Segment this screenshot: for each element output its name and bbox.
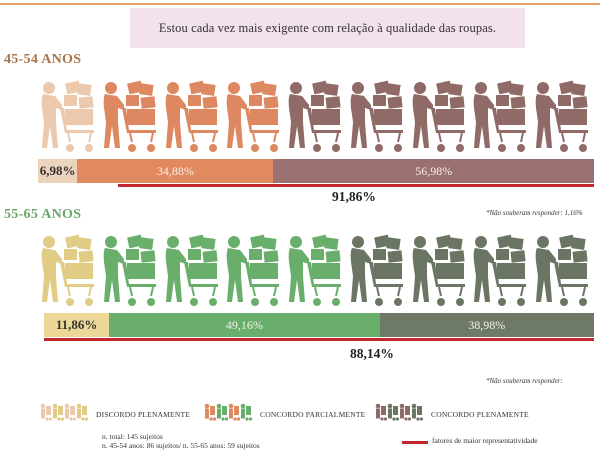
legend-shopper-icon	[204, 403, 217, 421]
shopper-cart-icon	[412, 234, 465, 306]
bar-segment-label: 11,86%	[55, 317, 98, 332]
shopper-cart-icon	[103, 80, 156, 152]
shopper-cart-icon	[103, 234, 156, 306]
legend-shopper-icon	[228, 403, 241, 421]
legend-label-discordo: DISCORDO PLENAMENTE	[96, 409, 191, 419]
legend-shopper-icon	[399, 403, 412, 421]
legend-shopper-icon	[411, 403, 424, 421]
group-title-55-65: 55-65 ANOS	[4, 207, 82, 222]
legend-label-concordo-plenamente: CONCORDO PLENAMENTE	[431, 409, 529, 419]
shopper-cart-icon	[535, 80, 588, 152]
note-45-54: *Não souberam responder: 1,16%	[486, 209, 583, 217]
legend-icon-discordo	[40, 403, 89, 421]
footnote-total: n. total: 145 sujeitos	[102, 432, 163, 441]
shopper-cart-icon	[41, 80, 94, 152]
shopper-cart-icon	[473, 234, 526, 306]
shopper-figures-45-54	[40, 78, 596, 158]
legend-shopper-icon	[240, 403, 253, 421]
total-label-55-65: 88,14%	[350, 346, 394, 361]
red-key-line	[402, 441, 428, 444]
total-label-45-54: 91,86%	[332, 189, 376, 204]
note-55-65: *Não souberam responder:	[486, 377, 563, 385]
bar-segment-2: 34,88%	[77, 159, 274, 183]
question-text: Estou cada vez mais exigente com relação…	[158, 20, 497, 35]
legend-shopper-icon	[76, 403, 89, 421]
red-key-label: fatores de maior representatividade	[432, 436, 538, 445]
shopper-cart-icon	[165, 234, 218, 306]
question-box: Estou cada vez mais exigente com relação…	[130, 8, 525, 48]
legend-icon-concordo-plenamente	[375, 403, 424, 421]
bar-segment-label: 38,98%	[468, 317, 506, 332]
shopper-figures-55-65	[40, 232, 596, 312]
legend-shopper-icon	[375, 403, 388, 421]
legend-item-discordo: DISCORDO PLENAMENTE	[40, 403, 190, 425]
legend-item-concordo-plenamente: CONCORDO PLENAMENTE	[375, 403, 529, 425]
bar-segment-label: 49,16%	[225, 317, 263, 332]
bar-segment-3: 56,98%	[273, 159, 594, 183]
footnote-groups: n. 45-54 anos: 86 sujeitos/ n. 55-65 ano…	[102, 441, 260, 450]
legend-label-concordo-parcialmente: CONCORDO PARCIALMENTE	[260, 409, 366, 419]
stacked-bar-55-65: 11,86% 49,16% 38,98%	[44, 313, 594, 337]
shopper-cart-icon	[473, 80, 526, 152]
shopper-cart-icon	[165, 80, 218, 152]
legend-shopper-icon	[387, 403, 400, 421]
legend-icon-concordo-parcialmente	[204, 403, 253, 421]
legend-shopper-icon	[40, 403, 53, 421]
bar-segment-label: 34,88%	[156, 163, 194, 178]
footnote: n. total: 145 sujeitos n. 45-54 anos: 86…	[102, 432, 260, 450]
bar-segment-1: 11,86%	[44, 313, 110, 337]
legend-shopper-icon	[52, 403, 65, 421]
shopper-cart-icon	[226, 80, 279, 152]
shopper-cart-icon	[226, 234, 279, 306]
bar-segment-3: 38,98%	[379, 313, 594, 337]
highlight-line-55-65	[44, 338, 594, 341]
shopper-cart-icon	[288, 234, 341, 306]
top-divider-line	[0, 3, 600, 5]
legend-shopper-icon	[64, 403, 77, 421]
legend-shopper-icon	[216, 403, 229, 421]
shopper-cart-icon	[288, 80, 341, 152]
bar-segment-label: 56,98%	[415, 163, 453, 178]
shopper-cart-icon	[535, 234, 588, 306]
highlight-line-45-54	[118, 184, 594, 187]
shopper-cart-icon	[412, 80, 465, 152]
bar-segment-label: 6,98%	[39, 163, 76, 178]
legend-item-concordo-parcialmente: CONCORDO PARCIALMENTE	[204, 403, 365, 425]
shopper-cart-icon	[350, 80, 403, 152]
stacked-bar-45-54: 6,98% 34,88% 56,98%	[38, 159, 594, 183]
bar-segment-2: 49,16%	[109, 313, 380, 337]
group-title-45-54: 45-54 ANOS	[4, 52, 82, 67]
shopper-cart-icon	[350, 234, 403, 306]
bar-segment-1: 6,98%	[38, 159, 78, 183]
shopper-cart-icon	[41, 234, 94, 306]
